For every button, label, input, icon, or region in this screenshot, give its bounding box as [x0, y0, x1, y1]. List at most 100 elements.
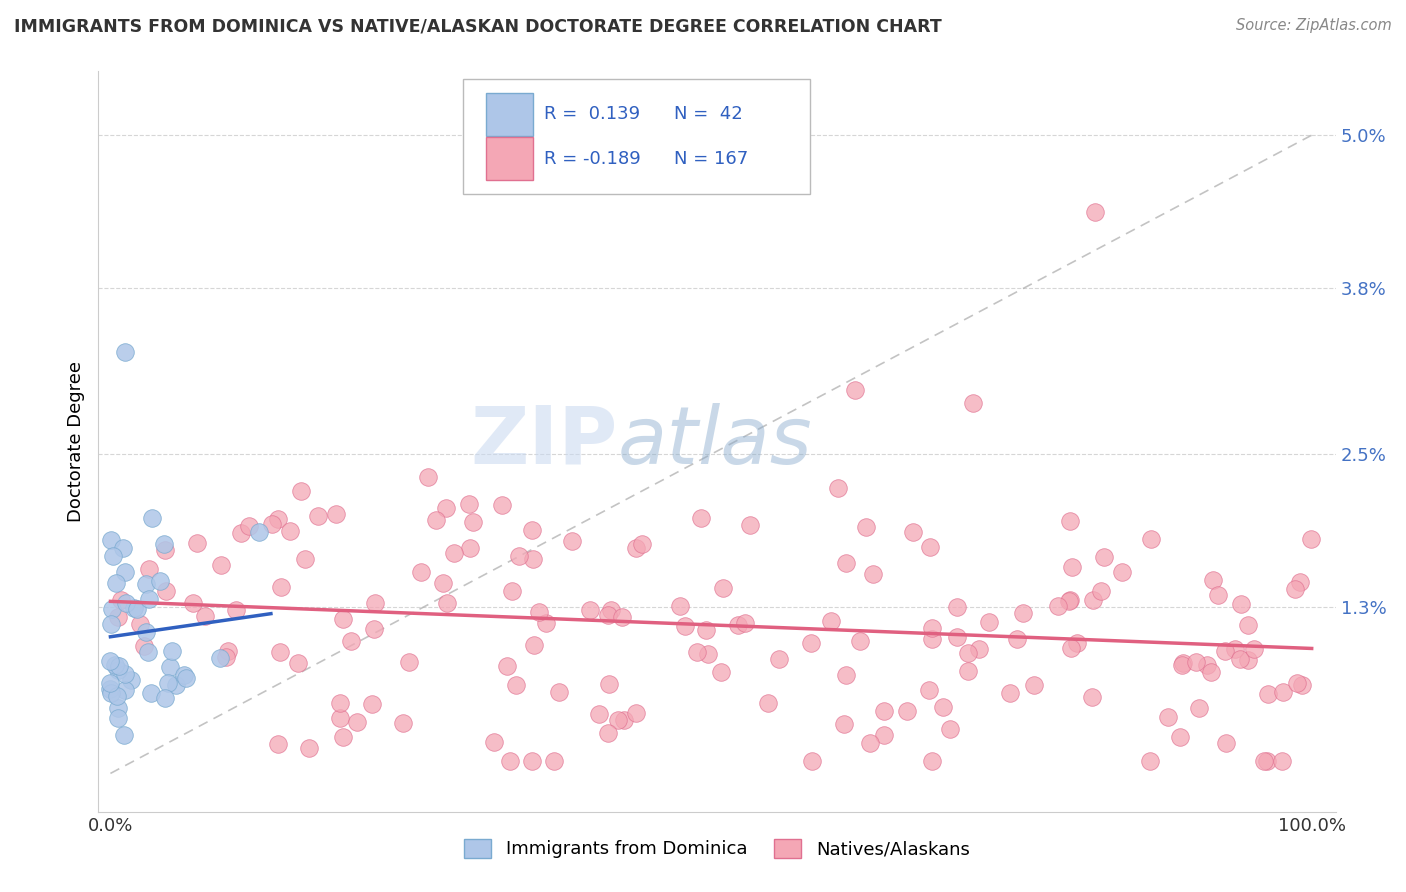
Point — [896, 704, 918, 718]
Point — [835, 556, 858, 570]
Point — [1206, 588, 1229, 602]
Point — [1257, 687, 1279, 701]
Point — [101, 549, 124, 564]
Point — [734, 616, 756, 631]
Point — [111, 541, 134, 555]
Point — [1156, 710, 1178, 724]
Point — [1230, 597, 1253, 611]
Point — [1081, 690, 1104, 704]
Point — [425, 513, 447, 527]
Point — [1024, 678, 1046, 692]
Point — [262, 516, 284, 531]
Legend: Immigrants from Dominica, Natives/Alaskans: Immigrants from Dominica, Natives/Alaska… — [457, 831, 977, 865]
Point — [329, 711, 352, 725]
Point — [247, 525, 270, 540]
Text: N = 167: N = 167 — [673, 150, 748, 168]
Point — [484, 734, 506, 748]
Point — [269, 645, 291, 659]
Point — [1092, 550, 1115, 565]
Point — [1237, 618, 1260, 632]
Point — [832, 717, 855, 731]
Point — [332, 730, 354, 744]
Point — [598, 726, 620, 740]
Point — [156, 676, 179, 690]
Point — [508, 549, 530, 563]
Point — [432, 576, 454, 591]
Point — [1060, 641, 1083, 656]
Point — [932, 700, 955, 714]
Point — [491, 498, 513, 512]
Point — [956, 664, 979, 678]
Point — [114, 345, 136, 359]
Point — [135, 577, 157, 591]
Point — [107, 659, 129, 673]
Point — [499, 754, 522, 768]
Point — [100, 676, 122, 690]
Point — [624, 541, 647, 555]
Point — [946, 600, 969, 615]
Y-axis label: Doctorate Degree: Doctorate Degree — [66, 361, 84, 522]
Point — [1243, 642, 1265, 657]
Point — [100, 686, 122, 700]
Point — [938, 722, 960, 736]
Point — [238, 519, 260, 533]
Point — [307, 508, 329, 523]
Point — [104, 657, 127, 672]
Point — [1111, 565, 1133, 579]
Point — [1011, 606, 1033, 620]
Text: R = -0.189: R = -0.189 — [544, 150, 641, 168]
Point — [325, 508, 347, 522]
Point — [100, 681, 122, 696]
Point — [138, 562, 160, 576]
Point — [114, 667, 136, 681]
Point — [138, 592, 160, 607]
Point — [522, 638, 544, 652]
Point — [208, 651, 231, 665]
Point — [270, 581, 292, 595]
Point — [101, 601, 124, 615]
Point — [1199, 665, 1222, 679]
Point — [501, 584, 523, 599]
Point — [398, 655, 420, 669]
Point — [606, 714, 628, 728]
Point — [534, 615, 557, 630]
Point — [1090, 584, 1112, 599]
Point — [1299, 532, 1322, 546]
Point — [768, 652, 790, 666]
Point — [138, 645, 160, 659]
Point — [1271, 754, 1294, 768]
Point — [669, 599, 692, 613]
Point — [135, 625, 157, 640]
Point — [1271, 685, 1294, 699]
Text: IMMIGRANTS FROM DOMINICA VS NATIVE/ALASKAN DOCTORATE DEGREE CORRELATION CHART: IMMIGRANTS FROM DOMINICA VS NATIVE/ALASK… — [14, 18, 942, 36]
Point — [1291, 678, 1313, 692]
Point — [548, 685, 571, 699]
Point — [159, 660, 181, 674]
Point — [434, 500, 457, 515]
Point — [125, 602, 148, 616]
Point — [1188, 700, 1211, 714]
Point — [697, 647, 720, 661]
Point — [1215, 736, 1237, 750]
Point — [1253, 754, 1275, 768]
Point — [873, 727, 896, 741]
Point — [496, 658, 519, 673]
Point — [505, 678, 527, 692]
Point — [155, 583, 177, 598]
Point — [332, 612, 354, 626]
Point — [287, 656, 309, 670]
Point — [1256, 754, 1278, 768]
Point — [266, 737, 288, 751]
Point — [209, 558, 232, 572]
Point — [1168, 730, 1191, 744]
Point — [1059, 514, 1081, 528]
Point — [690, 511, 713, 525]
Point — [225, 603, 247, 617]
Point — [149, 574, 172, 588]
Point — [610, 610, 633, 624]
Point — [1140, 532, 1163, 546]
Text: N =  42: N = 42 — [673, 105, 742, 123]
Point — [173, 667, 195, 681]
Point — [529, 605, 551, 619]
Point — [107, 610, 129, 624]
